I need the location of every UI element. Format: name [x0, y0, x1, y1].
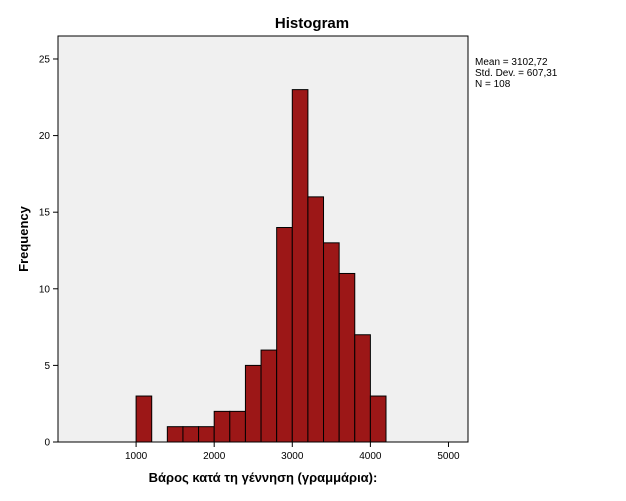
- histogram-bar: [229, 410, 246, 443]
- histogram-bar: [338, 272, 356, 443]
- histogram-bar: [276, 227, 293, 443]
- y-tick-label: 10: [39, 284, 51, 295]
- histogram-bar: [369, 395, 387, 443]
- histogram-bar: [198, 426, 215, 443]
- chart-title: Histogram: [275, 15, 349, 32]
- y-tick-label: 25: [39, 54, 51, 65]
- stat-mean: Mean = 3102,72: [475, 57, 548, 68]
- x-axis-label: Βάρος κατά τη γέννηση (γραμμάρια):: [149, 470, 378, 485]
- stat-std-dev: Std. Dev. = 607,31: [475, 68, 558, 79]
- y-axis-label: Frequency: [16, 205, 31, 272]
- histogram-bar: [244, 364, 262, 443]
- histogram-bar: [307, 196, 325, 443]
- histogram-bar: [135, 395, 153, 443]
- x-tick-label: 3000: [281, 451, 304, 462]
- histogram-bar: [213, 410, 231, 443]
- y-tick-label: 15: [39, 208, 51, 219]
- stats-box: Mean = 3102,72 Std. Dev. = 607,31 N = 10…: [475, 57, 558, 90]
- histogram-bar: [166, 426, 184, 443]
- x-tick-label: 2000: [203, 451, 226, 462]
- y-tick-label: 0: [44, 438, 50, 449]
- x-tick-label: 4000: [359, 451, 382, 462]
- bars-group: [135, 89, 387, 443]
- x-tick-label: 1000: [125, 451, 148, 462]
- y-tick-label: 5: [44, 361, 50, 372]
- histogram-bar: [354, 334, 371, 443]
- histogram-bar: [323, 242, 340, 443]
- histogram-bar: [260, 349, 278, 443]
- y-tick-label: 20: [39, 131, 51, 142]
- x-tick-label: 5000: [437, 451, 460, 462]
- axes-group: 0 5 10 15 20 25 1000 2000 3000 4000 5000: [39, 54, 460, 462]
- histogram-bar: [291, 89, 309, 443]
- histogram-bar: [182, 426, 200, 443]
- stat-n: N = 108: [475, 79, 511, 90]
